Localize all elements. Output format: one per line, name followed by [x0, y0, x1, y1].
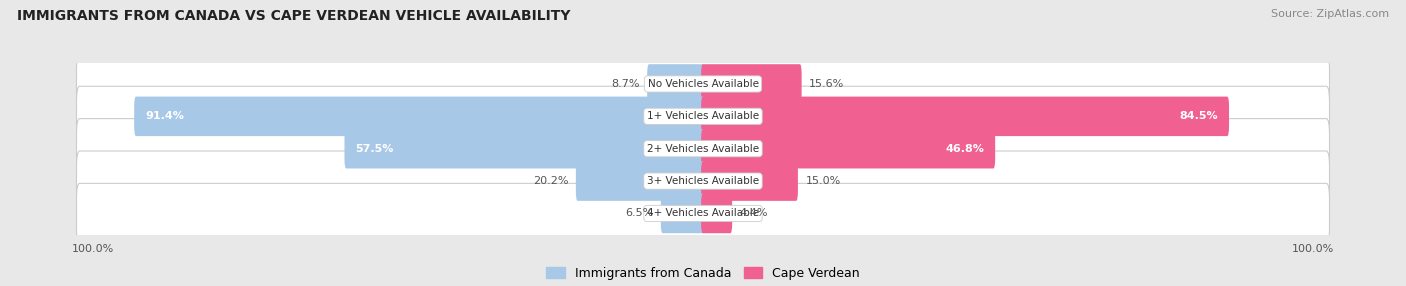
- FancyBboxPatch shape: [702, 97, 1229, 136]
- Text: 1+ Vehicles Available: 1+ Vehicles Available: [647, 111, 759, 121]
- Text: 4+ Vehicles Available: 4+ Vehicles Available: [647, 208, 759, 219]
- FancyBboxPatch shape: [702, 194, 733, 233]
- Text: IMMIGRANTS FROM CANADA VS CAPE VERDEAN VEHICLE AVAILABILITY: IMMIGRANTS FROM CANADA VS CAPE VERDEAN V…: [17, 9, 571, 23]
- FancyBboxPatch shape: [702, 161, 799, 201]
- Text: Source: ZipAtlas.com: Source: ZipAtlas.com: [1271, 9, 1389, 19]
- Text: 15.6%: 15.6%: [808, 79, 845, 89]
- Text: 4.4%: 4.4%: [740, 208, 768, 219]
- FancyBboxPatch shape: [134, 97, 704, 136]
- Text: 100.0%: 100.0%: [72, 244, 114, 254]
- Text: 57.5%: 57.5%: [356, 144, 394, 154]
- FancyBboxPatch shape: [702, 64, 801, 104]
- Text: 46.8%: 46.8%: [945, 144, 984, 154]
- FancyBboxPatch shape: [647, 64, 704, 104]
- FancyBboxPatch shape: [702, 129, 995, 168]
- FancyBboxPatch shape: [76, 54, 1330, 114]
- Text: 91.4%: 91.4%: [145, 111, 184, 121]
- FancyBboxPatch shape: [76, 86, 1330, 146]
- FancyBboxPatch shape: [76, 151, 1330, 211]
- Text: 3+ Vehicles Available: 3+ Vehicles Available: [647, 176, 759, 186]
- FancyBboxPatch shape: [76, 183, 1330, 244]
- FancyBboxPatch shape: [76, 119, 1330, 179]
- FancyBboxPatch shape: [576, 161, 704, 201]
- Text: 8.7%: 8.7%: [612, 79, 640, 89]
- Text: 84.5%: 84.5%: [1180, 111, 1218, 121]
- Text: 6.5%: 6.5%: [626, 208, 654, 219]
- Text: 20.2%: 20.2%: [533, 176, 568, 186]
- Text: 100.0%: 100.0%: [1292, 244, 1334, 254]
- FancyBboxPatch shape: [661, 194, 704, 233]
- FancyBboxPatch shape: [344, 129, 704, 168]
- Text: 2+ Vehicles Available: 2+ Vehicles Available: [647, 144, 759, 154]
- Text: 15.0%: 15.0%: [806, 176, 841, 186]
- Legend: Immigrants from Canada, Cape Verdean: Immigrants from Canada, Cape Verdean: [546, 267, 860, 280]
- Text: No Vehicles Available: No Vehicles Available: [648, 79, 758, 89]
